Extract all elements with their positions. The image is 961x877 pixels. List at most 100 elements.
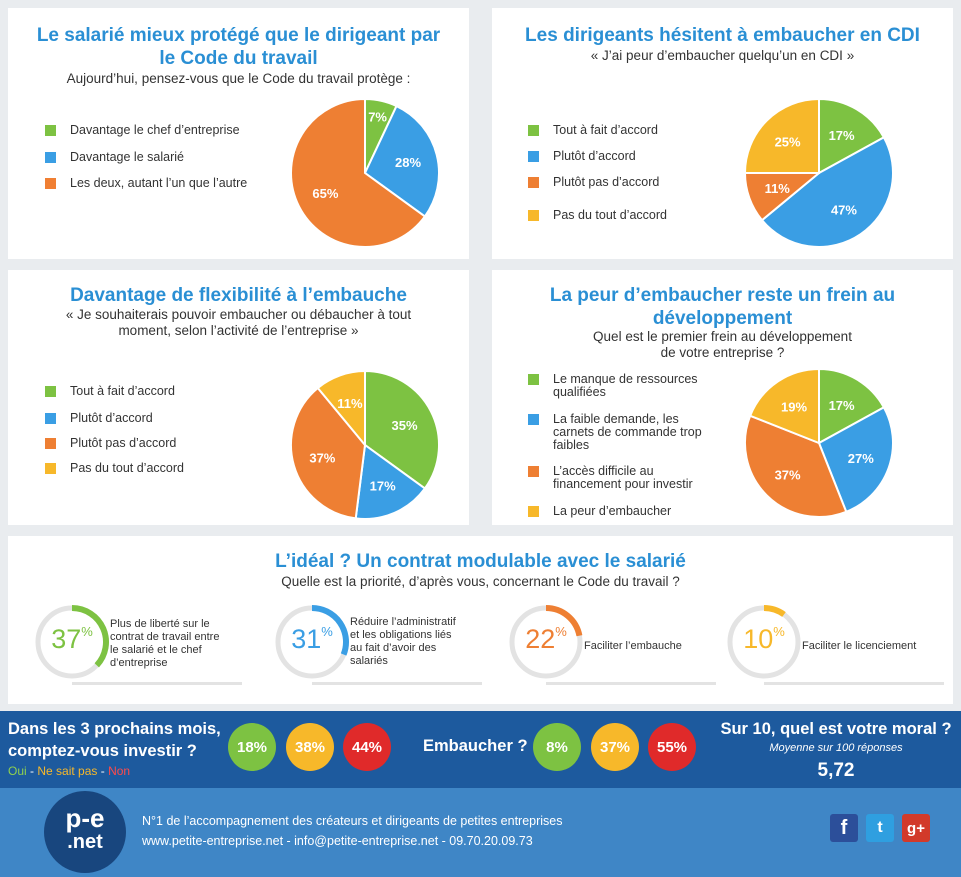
- pie-slice: [363, 104, 440, 218]
- panel-priorites: L’idéal ? Un contrat modulable avec le s…: [8, 536, 953, 704]
- pie-label: 35%: [392, 418, 418, 433]
- legend-item: Le manque de ressources qualifiées: [528, 373, 788, 399]
- progress-ring: [275, 605, 349, 679]
- pie-label: 47%: [831, 203, 857, 218]
- priority-value: 22%: [525, 624, 567, 654]
- hire-non-circle: 55%: [648, 723, 696, 771]
- pie-slice: [818, 97, 886, 175]
- footer-tagline: N°1 de l’accompagnement des créateurs et…: [142, 814, 563, 828]
- priority-item: 22% Faciliter l’embauche: [496, 602, 716, 692]
- footer-contacts[interactable]: www.petite-entreprise.net - info@petite-…: [142, 834, 533, 848]
- pie-slice: [290, 97, 427, 248]
- pie-label: 25%: [775, 135, 801, 150]
- pie-slice: [817, 405, 894, 514]
- pie-slice: [748, 367, 820, 445]
- pie-slice: [818, 367, 886, 445]
- divider: [72, 682, 242, 685]
- panel-title: Davantage de flexibilité à l’embauche: [70, 285, 407, 306]
- divider: [764, 682, 944, 685]
- panel-subtitle: Quel est le premier frein au développeme…: [593, 329, 852, 360]
- priority-label: Faciliter le licenciement: [802, 640, 917, 652]
- panel-subtitle: Quelle est la priorité, d’après vous, co…: [281, 574, 680, 589]
- panel-code-travail: Le salarié mieux protégé que le dirigean…: [8, 8, 469, 259]
- pie-label: 17%: [829, 398, 855, 413]
- legend-item: La peur d’embaucher: [528, 505, 788, 518]
- priority-value: 10%: [743, 624, 785, 654]
- legend-item: Davantage le salarié: [45, 151, 305, 164]
- legend-item: Plutôt pas d’accord: [528, 176, 788, 189]
- moral-note: Moyenne sur 100 réponses: [769, 742, 903, 754]
- legend-item: L’accès difficile au financement pour inv…: [528, 465, 788, 491]
- legend-item: Davantage le chef d’entreprise: [45, 124, 305, 137]
- priority-item: 37% Plus de liberté sur le contrat de tra…: [22, 602, 242, 692]
- pie-chart: 35% 17% 37% 11%: [290, 369, 440, 520]
- pie-label: 17%: [370, 479, 396, 494]
- logo[interactable]: p-e .net: [44, 791, 126, 873]
- panel-cdi: Les dirigeants hésitent à embaucher en C…: [492, 8, 953, 259]
- panel-subtitle: « Je souhaiterais pouvoir embaucher ou d…: [65, 307, 412, 338]
- invest-non-circle: 44%: [343, 723, 391, 771]
- invest-nsp-circle: 38%: [286, 723, 334, 771]
- pie-label: 7%: [368, 110, 387, 125]
- panel-frein: La peur d’embaucher reste un frein au dév…: [492, 270, 953, 525]
- pie-chart: 17% 47% 11% 25%: [743, 97, 894, 248]
- legend-item: La faible demande, les carnets de command…: [528, 413, 788, 452]
- pie-slice: [364, 369, 440, 490]
- panel-title: L’idéal ? Un contrat modulable avec le s…: [275, 551, 686, 572]
- legend-item: Plutôt pas d’accord: [45, 437, 305, 450]
- pie-label: 11%: [337, 396, 363, 411]
- invest-oui-circle: 18%: [228, 723, 276, 771]
- google-plus-icon[interactable]: g+: [902, 814, 930, 842]
- survey-band: Dans les 3 prochains mois, comptez-vous i…: [0, 711, 961, 788]
- hire-oui-circle: 8%: [533, 723, 581, 771]
- progress-ring: [35, 605, 109, 679]
- pie-slice: [316, 369, 366, 448]
- panel-subtitle: « J’ai peur d’embaucher quelqu’un en CDI…: [590, 48, 855, 63]
- pie-chart: 7% 28% 65%: [290, 97, 440, 248]
- pie-slice: [744, 414, 848, 518]
- pie-slice: [743, 97, 820, 174]
- moral-value: 5,72: [817, 760, 855, 781]
- panel-title: La peur d’embaucher reste un frein au dév…: [549, 285, 896, 329]
- pie-label: 28%: [395, 155, 421, 170]
- footer: p-e .net N°1 de l’accompagnement des cré…: [0, 788, 961, 877]
- legend-item: Plutôt d’accord: [528, 150, 788, 163]
- priority-value: 31%: [291, 624, 333, 654]
- legend-item: Les deux, autant l’un que l’autre: [45, 177, 305, 190]
- facebook-icon[interactable]: f: [830, 814, 858, 842]
- priority-item: 10% Faciliter le licenciement: [714, 602, 949, 692]
- legend-item: Tout à fait d’accord: [528, 124, 788, 137]
- pie-chart: 17% 27% 37% 19%: [744, 367, 894, 518]
- ring-progress: [311, 605, 349, 656]
- legend-item: Pas du tout d’accord: [528, 209, 788, 222]
- legend-item: Plutôt d’accord: [45, 412, 305, 425]
- pie-slice: [760, 135, 894, 248]
- pie-label: 37%: [775, 467, 801, 482]
- divider: [312, 682, 482, 685]
- panel-title: Le salarié mieux protégé que le dirigean…: [36, 25, 441, 69]
- hire-nsp-circle: 37%: [591, 723, 639, 771]
- priority-label: Réduire l’administratif et les obligation…: [350, 616, 456, 667]
- ring-progress: [71, 605, 109, 668]
- moral-question: Sur 10, quel est votre moral ?: [720, 720, 952, 738]
- pie-label: 11%: [765, 181, 791, 196]
- pie-label: 37%: [309, 450, 335, 465]
- pie-label: 27%: [848, 451, 874, 466]
- pie-label: 19%: [781, 399, 807, 414]
- pie-label: 65%: [312, 186, 338, 201]
- panel-title: Les dirigeants hésitent à embaucher en C…: [525, 25, 920, 46]
- progress-ring: [727, 605, 801, 679]
- twitter-icon[interactable]: t: [866, 814, 894, 842]
- hire-question: Embaucher ?: [423, 737, 528, 755]
- divider: [546, 682, 716, 685]
- progress-ring: [509, 605, 583, 679]
- invest-question: Dans les 3 prochains mois, comptez-vous i…: [8, 720, 221, 760]
- pie-slice: [354, 443, 427, 520]
- legend-item: Pas du tout d’accord: [45, 462, 305, 475]
- panel-subtitle: Aujourd’hui, pensez-vous que le Code du …: [66, 71, 411, 86]
- pie-label: 17%: [829, 128, 855, 143]
- legend-item: Tout à fait d’accord: [45, 385, 305, 398]
- ring-progress: [545, 605, 583, 637]
- answer-legend: Oui - Ne sait pas - Non: [8, 764, 131, 778]
- priority-label: Plus de liberté sur le contrat de travail…: [110, 618, 220, 669]
